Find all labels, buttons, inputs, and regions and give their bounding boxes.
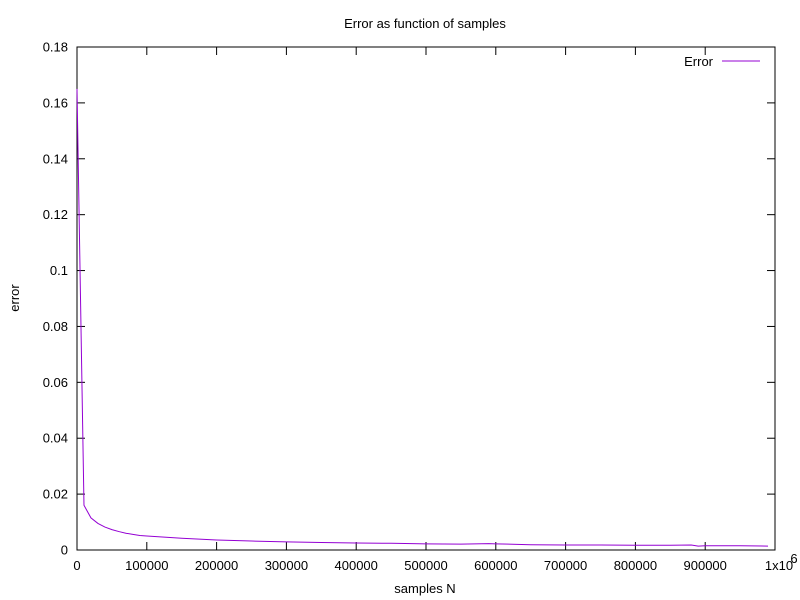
y-tick-label: 0 [61,543,68,558]
y-tick-label: 0.16 [43,95,68,110]
y-tick-label: 0.02 [43,487,68,502]
y-tick-label: 0.12 [43,207,68,222]
x-axis-ticks: 0 100000 200000 300000 400000 500000 600000 700… [73,47,798,573]
x-tick-label: 800000 [614,558,657,573]
x-tick-label: 0 [73,558,80,573]
y-tick-label: 0.06 [43,375,68,390]
chart-title: Error as function of samples [344,16,506,31]
x-tick-label: 300000 [265,558,308,573]
y-axis-label: error [7,284,22,312]
y-axis-ticks: 0 0.02 0.04 0.06 0.08 0.1 0.12 0.14 0.16 0.18 [43,40,775,558]
x-tick-label: 100000 [125,558,168,573]
y-tick-label: 0.08 [43,319,68,334]
y-tick-label: 0.04 [43,431,68,446]
y-tick-label: 0.14 [43,151,68,166]
x-tick-exponent: 6 [790,551,797,566]
legend-label-error: Error [684,54,714,69]
x-tick-label: 600000 [474,558,517,573]
y-tick-label: 0.1 [50,263,68,278]
y-tick-label: 0.18 [43,40,68,55]
x-axis-label: samples N [394,581,455,596]
x-tick-label: 200000 [195,558,238,573]
x-tick-label: 1x10 [765,558,793,573]
x-tick-label: 400000 [335,558,378,573]
x-tick-label: 500000 [404,558,447,573]
series-layer [76,88,769,547]
x-tick-label: 900000 [684,558,727,573]
series-line-error [76,88,769,547]
legend: Error [684,54,760,69]
x-tick-label: 700000 [544,558,587,573]
